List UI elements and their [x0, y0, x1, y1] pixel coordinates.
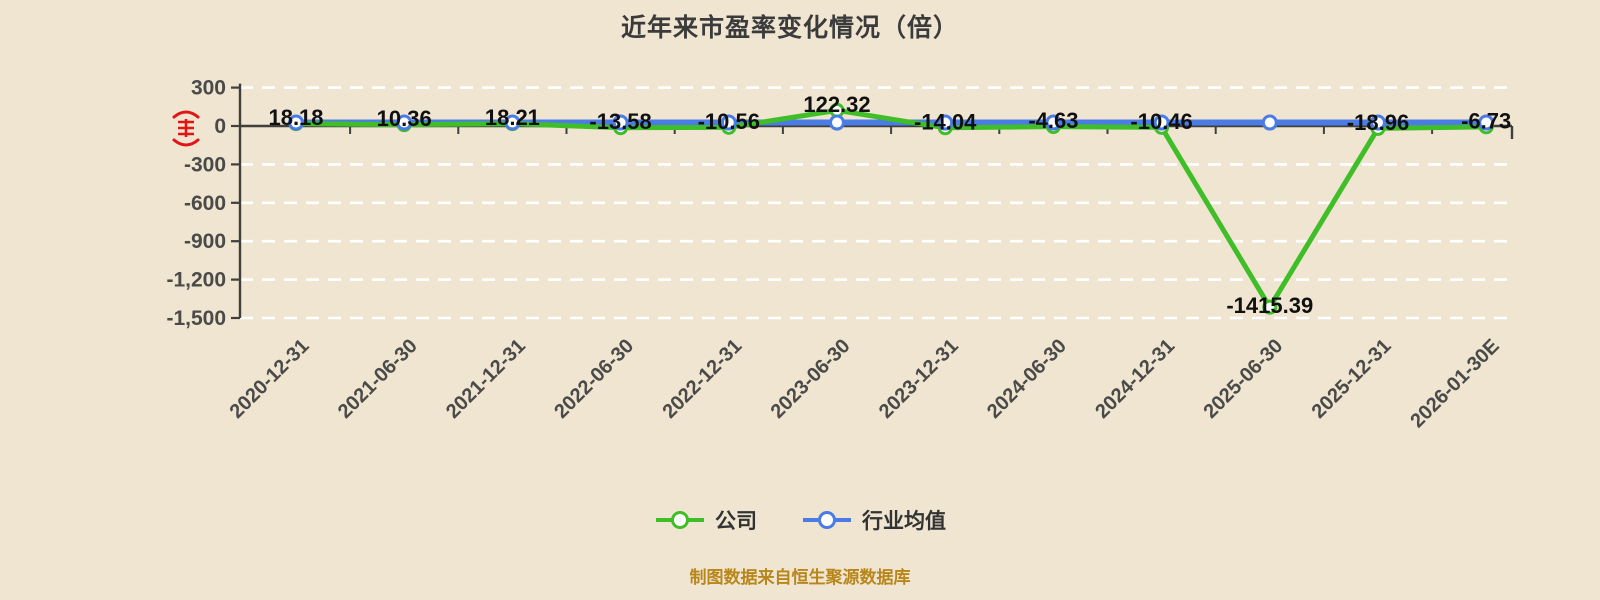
data-label: -18.96: [1347, 110, 1409, 135]
legend-label-industry-average: 行业均值: [862, 510, 946, 533]
grid-lines: [240, 86, 1512, 320]
data-label: -4.63: [1028, 108, 1078, 133]
company-data-point: [1262, 299, 1278, 315]
industry-data-point: [829, 114, 845, 131]
data-label: 122.32: [803, 92, 870, 117]
company-value-labels: 18.18 10.36 18.21 -13.58 -10.56 122.32 -14.04 -…: [268, 92, 1511, 318]
industry-data-point: [288, 114, 304, 131]
x-axis-label: 2023-12-31: [875, 335, 963, 423]
data-source-note: 制图数据来自恒生聚源数据库: [689, 568, 911, 587]
x-axis-label: 2021-06-30: [334, 335, 422, 423]
x-axis-label: 2026-01-30E: [1406, 335, 1503, 432]
y-axis-label: -1,200: [166, 269, 226, 292]
industry-points: [288, 114, 1495, 131]
company-points: [288, 102, 1494, 315]
data-label: -10.56: [698, 109, 760, 134]
x-axis-label: 2024-12-31: [1091, 335, 1179, 423]
line-marker-icon: [803, 511, 851, 529]
y-axis-label: -1,500: [166, 307, 226, 330]
x-axis-label: 2022-12-31: [658, 335, 746, 423]
industry-data-point: [720, 114, 737, 131]
industry-data-point: [937, 114, 954, 131]
x-axis-label: 2021-12-31: [442, 335, 530, 423]
x-axis-label: 2023-06-30: [767, 335, 855, 423]
industry-data-point: [396, 114, 413, 131]
data-label: -14.04: [914, 109, 977, 134]
legend-item-industry-average[interactable]: 行业均值: [801, 505, 946, 535]
y-axis-label: -900: [184, 230, 226, 253]
x-axis-label: 2020-12-31: [226, 335, 314, 423]
data-label: 18.18: [268, 105, 323, 130]
x-axis-label: 2024-06-30: [983, 335, 1071, 423]
chart-title: 近年来市盈率变化情况（倍）: [620, 14, 959, 42]
y-axis: 300 0 -300 -600 -900 -1,200 -1,500: [166, 77, 242, 330]
data-label: -1415.39: [1226, 293, 1313, 318]
red-seal-icon: [172, 110, 200, 147]
industry-data-point: [1045, 114, 1062, 131]
legend-label-company: 公司: [715, 510, 757, 533]
chart-legend: 公司 行业均值: [0, 505, 1600, 535]
x-axis-label: 2025-06-30: [1199, 335, 1287, 423]
y-axis-label: 0: [214, 115, 226, 138]
industry-data-point: [1478, 114, 1495, 131]
company-line: [295, 107, 1487, 310]
y-axis-label: 300: [191, 77, 226, 100]
line-marker-icon: [656, 511, 704, 529]
data-label: -6.73: [1461, 108, 1511, 133]
data-label: -13.58: [589, 109, 651, 134]
x-axis-label: 2025-12-31: [1308, 335, 1396, 423]
industry-data-point: [612, 114, 629, 131]
industry-data-point: [504, 114, 521, 131]
data-label: 18.21: [485, 105, 540, 130]
industry-data-point: [1370, 114, 1386, 131]
y-axis-label: -600: [184, 192, 226, 215]
industry-data-point: [1153, 114, 1170, 131]
data-label: -10.46: [1130, 109, 1192, 134]
x-axis-label: 2022-06-30: [550, 335, 638, 423]
legend-item-company[interactable]: 公司: [654, 505, 757, 535]
industry-data-point: [1261, 114, 1278, 131]
y-axis-label: -300: [184, 153, 226, 176]
data-label: 10.36: [377, 106, 432, 131]
